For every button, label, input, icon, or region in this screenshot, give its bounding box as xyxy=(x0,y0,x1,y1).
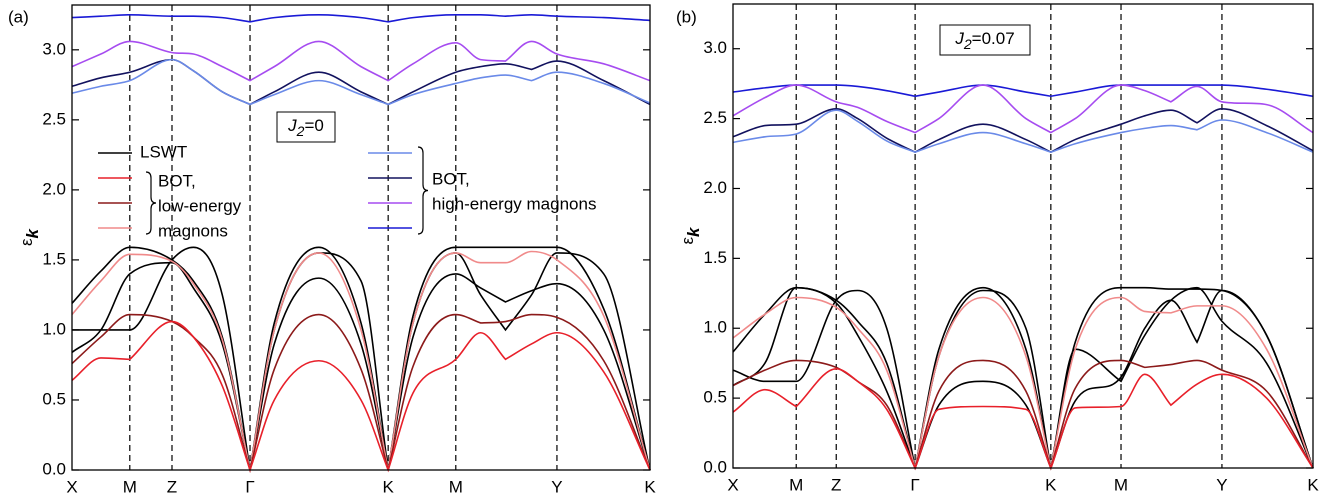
x-tick-label: K xyxy=(382,477,394,496)
legend-label: BOT, xyxy=(158,171,196,190)
plot-frame xyxy=(71,4,651,471)
x-tick-label: Γ xyxy=(245,477,254,496)
x-tick-label: K xyxy=(1307,475,1319,494)
y-tick-label: 0.0 xyxy=(703,457,727,476)
y-label-sub: k xyxy=(684,226,703,237)
legend-label: low-energy xyxy=(158,196,242,215)
band-line xyxy=(732,108,1314,154)
band-line xyxy=(71,320,651,473)
y-axis-label: εk xyxy=(678,226,703,245)
annotation-main: J xyxy=(954,29,964,48)
legend-brace xyxy=(145,171,157,235)
annotation-box xyxy=(939,24,1031,56)
band-line xyxy=(732,286,1314,469)
y-label-main: ε xyxy=(678,237,697,245)
band-line xyxy=(732,84,1314,134)
y-label-main: ε xyxy=(17,238,36,246)
band-line xyxy=(71,261,651,471)
plot-frame xyxy=(732,3,1314,469)
band-line xyxy=(72,246,651,471)
y-tick-label: 3.0 xyxy=(42,39,66,58)
band-line xyxy=(732,84,1314,98)
x-tick-label: X xyxy=(66,477,77,496)
x-tick-label: Z xyxy=(831,475,841,494)
annotation-main: J xyxy=(287,116,297,135)
legend-brace xyxy=(417,146,429,235)
legend-label: BOT, xyxy=(432,169,470,188)
y-tick-label: 3.0 xyxy=(703,38,727,57)
annotation-sub: 2 xyxy=(296,123,305,139)
band-line xyxy=(732,296,1314,469)
band-line xyxy=(71,40,651,82)
band-line xyxy=(71,246,651,471)
y-tick-label: 1.0 xyxy=(42,319,66,338)
band-line xyxy=(71,13,651,23)
y-tick-label: 1.5 xyxy=(42,249,66,268)
band-line xyxy=(732,109,1314,153)
x-tick-label: K xyxy=(644,477,656,496)
x-tick-label: K xyxy=(1045,475,1057,494)
y-tick-label: 0.5 xyxy=(42,389,66,408)
y-axis-label: εk xyxy=(17,227,42,246)
x-tick-label: Y xyxy=(551,477,562,496)
legend-label: magnons xyxy=(158,221,228,240)
x-tick-label: Y xyxy=(1216,475,1227,494)
y-tick-label: 1.5 xyxy=(703,248,727,267)
y-tick-label: 1.0 xyxy=(703,318,727,337)
band-line xyxy=(71,313,651,474)
band-line xyxy=(732,359,1314,471)
band-line xyxy=(732,286,1314,471)
y-tick-label: 0.0 xyxy=(42,459,66,478)
annotation-rest: =0.07 xyxy=(972,29,1015,48)
x-tick-label: M xyxy=(449,477,463,496)
y-tick-label: 2.5 xyxy=(703,108,727,127)
y-tick-label: 2.0 xyxy=(703,178,727,197)
x-tick-label: Γ xyxy=(910,475,919,494)
x-tick-label: Z xyxy=(167,477,177,496)
x-tick-label: M xyxy=(123,477,137,496)
band-line xyxy=(732,286,1314,469)
legend-label: LSWT xyxy=(140,142,187,161)
panel-label: (b) xyxy=(676,7,697,26)
annotation-box xyxy=(276,111,336,143)
y-tick-label: 2.5 xyxy=(42,109,66,128)
band-line xyxy=(732,367,1314,471)
x-tick-label: M xyxy=(1114,475,1128,494)
annotation-sub: 2 xyxy=(963,36,972,52)
panel-label: (a) xyxy=(8,7,29,26)
y-label-sub: k xyxy=(23,227,42,238)
legend-label: high-energy magnons xyxy=(432,194,596,213)
y-tick-label: 2.0 xyxy=(42,179,66,198)
band-line xyxy=(71,250,651,471)
x-tick-label: X xyxy=(727,475,738,494)
x-tick-label: M xyxy=(789,475,803,494)
band-line xyxy=(71,58,651,106)
annotation: J2=0 xyxy=(287,116,324,138)
annotation-rest: =0 xyxy=(304,116,323,135)
annotation: J2=0.07 xyxy=(954,29,1014,51)
y-tick-label: 0.5 xyxy=(703,388,727,407)
